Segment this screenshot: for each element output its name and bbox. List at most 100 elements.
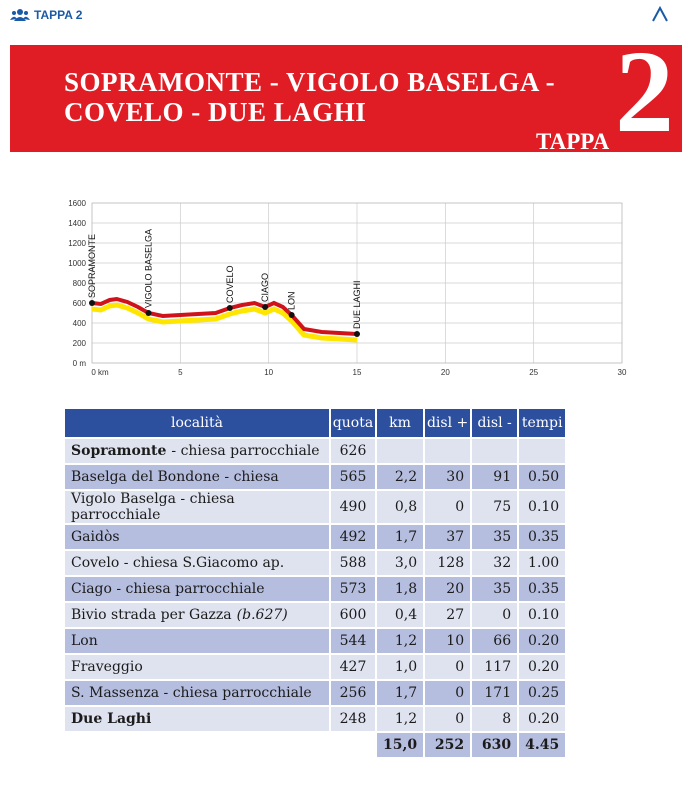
locality-text: Lon: [71, 633, 98, 649]
table-row: Due Laghi 248 1,2 0 8 0.20: [65, 707, 566, 731]
stage-table: località quota km disl + disl - tempi Sopramon…: [63, 407, 567, 759]
value-cell: 0: [425, 707, 471, 731]
waypoint-label: LON: [287, 291, 297, 310]
value-cell: 600: [331, 603, 375, 627]
locality-text: Covelo - chiesa S.Giacomo ap.: [71, 555, 285, 571]
value-cell: 1.00: [519, 551, 566, 575]
collapse-button[interactable]: [650, 4, 670, 24]
value-cell: 27: [425, 603, 471, 627]
value-cell: 171: [472, 681, 518, 705]
value-cell: 565: [331, 465, 375, 489]
locality-cell: Sopramonte - chiesa parrocchiale: [65, 439, 329, 463]
y-tick-label: 1200: [68, 239, 86, 248]
x-tick-label: 20: [441, 368, 450, 377]
column-header: disl -: [472, 409, 518, 437]
empty-cell: [472, 439, 518, 463]
locality-cell: Lon: [65, 629, 329, 653]
waypoint-label: CIAGO: [260, 273, 270, 302]
value-cell: 0.25: [519, 681, 566, 705]
value-cell: 30: [425, 465, 471, 489]
value-cell: 0.35: [519, 525, 566, 549]
table-row: Sopramonte - chiesa parrocchiale 626: [65, 439, 566, 463]
table-row: Ciago - chiesa parrocchiale 573 1,8 20 35 0.3…: [65, 577, 566, 601]
waypoint-label: SOPRAMONTE: [87, 234, 97, 298]
x-tick-label: 10: [264, 368, 273, 377]
value-cell: 256: [331, 681, 375, 705]
locality-cell: Vigolo Baselga - chiesa parrocchiale: [65, 491, 329, 523]
locality-note: (b.627): [236, 607, 288, 623]
value-cell: 1,2: [377, 629, 424, 653]
locality-name: Sopramonte: [71, 443, 167, 459]
value-cell: 0: [425, 655, 471, 679]
value-cell: 573: [331, 577, 375, 601]
waypoint: [145, 310, 152, 316]
empty-cell: [331, 733, 375, 757]
empty-cell: [377, 439, 424, 463]
x-tick-label: 0 km: [91, 368, 109, 377]
waypoint: [226, 305, 233, 311]
value-cell: 427: [331, 655, 375, 679]
value-cell: 8: [472, 707, 518, 731]
table-row: Baselga del Bondone - chiesa 565 2,2 30 91 0.…: [65, 465, 566, 489]
value-cell: 128: [425, 551, 471, 575]
profile-line: [91, 296, 358, 336]
table-row: Fraveggio 427 1,0 0 117 0.20: [65, 655, 566, 679]
y-tick-label: 1600: [68, 199, 86, 208]
plot-frame: [91, 202, 623, 364]
value-cell: 0.50: [519, 465, 566, 489]
value-cell: 0.10: [519, 491, 566, 523]
column-header: km: [377, 409, 424, 437]
value-cell: 66: [472, 629, 518, 653]
locality-text: Vigolo Baselga - chiesa parrocchiale: [71, 491, 235, 523]
value-cell: 490: [331, 491, 375, 523]
x-tick-label: 25: [529, 368, 538, 377]
x-tick-label: 15: [353, 368, 362, 377]
value-cell: 10: [425, 629, 471, 653]
x-tick-label: 30: [618, 368, 627, 377]
locality-text: Fraveggio: [71, 659, 143, 675]
value-cell: 1,2: [377, 707, 424, 731]
locality-text: Bivio strada per Gazza: [71, 607, 232, 623]
locality-cell: Covelo - chiesa S.Giacomo ap.: [65, 551, 329, 575]
column-header: quota: [331, 409, 375, 437]
value-cell: 0.10: [519, 603, 566, 627]
waypoint: [89, 300, 95, 306]
empty-cell: [65, 733, 329, 757]
value-cell: 492: [331, 525, 375, 549]
locality-text: Baselga del Bondone - chiesa: [71, 469, 279, 485]
value-cell: 1,0: [377, 655, 424, 679]
value-cell: 35: [472, 525, 518, 549]
total-cell: 15,0: [377, 733, 424, 757]
top-bar: TAPPA 2: [0, 0, 694, 30]
value-cell: 544: [331, 629, 375, 653]
x-tick-label: 5: [178, 368, 183, 377]
waypoint: [354, 331, 360, 337]
stage-number: 2: [615, 45, 674, 152]
elevation-chart: 0 m 200 400 600 800 1000 1200 1400 1600 0 km 5 10 15…: [68, 199, 627, 377]
table-row: Vigolo Baselga - chiesa parrocchiale 490 0…: [65, 491, 566, 523]
table-row: Lon 544 1,2 10 66 0.20: [65, 629, 566, 653]
table-row: S. Massenza - chiesa parrocchiale 256 1,7 0…: [65, 681, 566, 705]
value-cell: 75: [472, 491, 518, 523]
value-cell: 0.35: [519, 577, 566, 601]
totals-row: 15,0 252 630 4.45: [65, 733, 566, 757]
value-cell: 117: [472, 655, 518, 679]
empty-cell: [425, 439, 471, 463]
value-cell: 20: [425, 577, 471, 601]
value-cell: 0: [472, 603, 518, 627]
banner: SOPRAMONTE - VIGOLO BASELGA - COVELO - D…: [10, 45, 682, 152]
locality-cell: Due Laghi: [65, 707, 329, 731]
value-cell: 37: [425, 525, 471, 549]
y-tick-label: 800: [73, 279, 87, 288]
table-row: Bivio strada per Gazza (b.627) 600 0,4 27 0 0.…: [65, 603, 566, 627]
value-cell: 1,8: [377, 577, 424, 601]
locality-name: Due Laghi: [71, 711, 152, 727]
value-cell: 91: [472, 465, 518, 489]
total-cell: 4.45: [519, 733, 566, 757]
y-tick-label: 1000: [68, 259, 86, 268]
value-cell: 0.20: [519, 655, 566, 679]
total-cell: 630: [472, 733, 518, 757]
waypoint-label: VIGOLO BASELGA: [144, 229, 154, 308]
locality-cell: Ciago - chiesa parrocchiale: [65, 577, 329, 601]
